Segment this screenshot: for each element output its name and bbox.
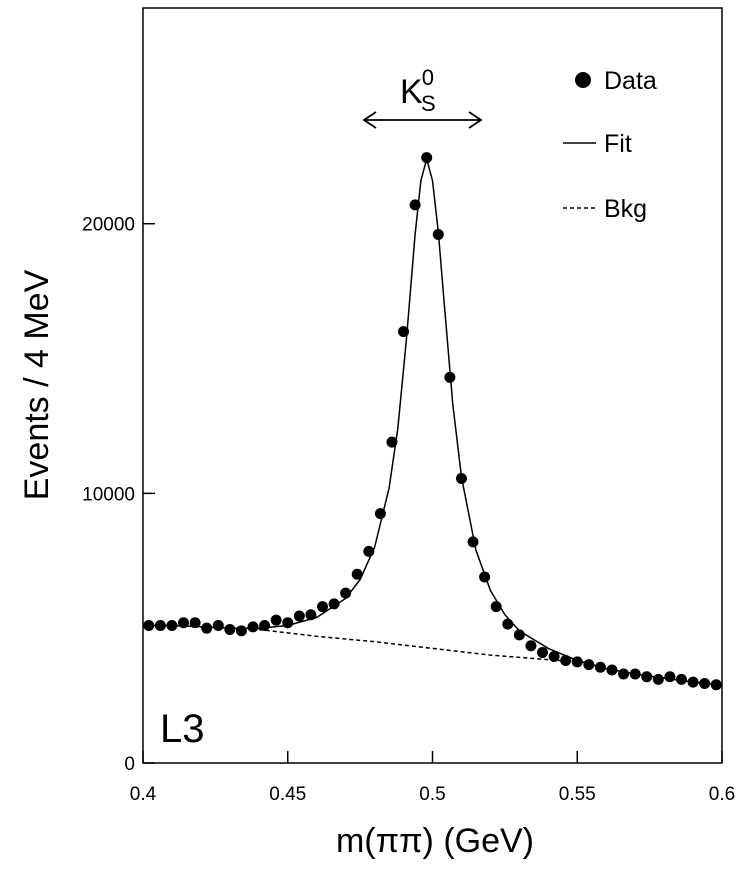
data-point bbox=[305, 609, 317, 621]
data-point bbox=[479, 571, 491, 583]
data-point bbox=[282, 617, 294, 629]
data-point bbox=[583, 659, 595, 671]
data-point bbox=[675, 673, 687, 685]
data-point bbox=[316, 601, 328, 613]
legend-marker bbox=[575, 72, 591, 88]
data-point bbox=[201, 622, 213, 634]
y-axis-label: Events / 4 MeV bbox=[18, 269, 56, 500]
legend-label: Bkg bbox=[604, 195, 647, 223]
data-point bbox=[224, 624, 236, 636]
data-point bbox=[618, 668, 630, 680]
data-point bbox=[212, 619, 224, 631]
data-point bbox=[189, 617, 201, 629]
data-point bbox=[502, 618, 514, 630]
y-tick-label: 20000 bbox=[82, 215, 135, 236]
plot-frame bbox=[142, 7, 723, 764]
y-tick-label: 0 bbox=[124, 754, 135, 775]
legend-label: Fit bbox=[604, 130, 632, 158]
background-line bbox=[258, 628, 578, 663]
x-tick-label: 0.5 bbox=[419, 784, 445, 805]
data-point bbox=[235, 625, 247, 637]
legend-label: Data bbox=[604, 67, 657, 95]
data-point bbox=[270, 614, 282, 626]
data-point bbox=[467, 536, 479, 548]
data-point bbox=[328, 598, 340, 610]
data-point bbox=[652, 673, 664, 685]
data-point bbox=[293, 610, 305, 622]
x-tick-label: 0.6 bbox=[709, 784, 735, 805]
x-tick-label: 0.55 bbox=[559, 784, 596, 805]
experiment-label: L3 bbox=[160, 707, 205, 751]
annotation: K0 S bbox=[400, 65, 436, 116]
data-point bbox=[351, 568, 363, 580]
x-tick-label: 0.4 bbox=[130, 784, 157, 805]
fit-line bbox=[143, 156, 723, 686]
data-point bbox=[525, 640, 537, 652]
mass-window-arrow bbox=[362, 111, 483, 129]
data-point bbox=[664, 671, 676, 683]
y-tick-label: 10000 bbox=[82, 484, 135, 505]
data-point bbox=[641, 671, 653, 683]
x-axis-label: m(ππ) (GeV) bbox=[336, 822, 534, 860]
data-point bbox=[537, 646, 549, 658]
data-point bbox=[247, 621, 259, 633]
x-tick-label: 0.45 bbox=[269, 784, 306, 805]
